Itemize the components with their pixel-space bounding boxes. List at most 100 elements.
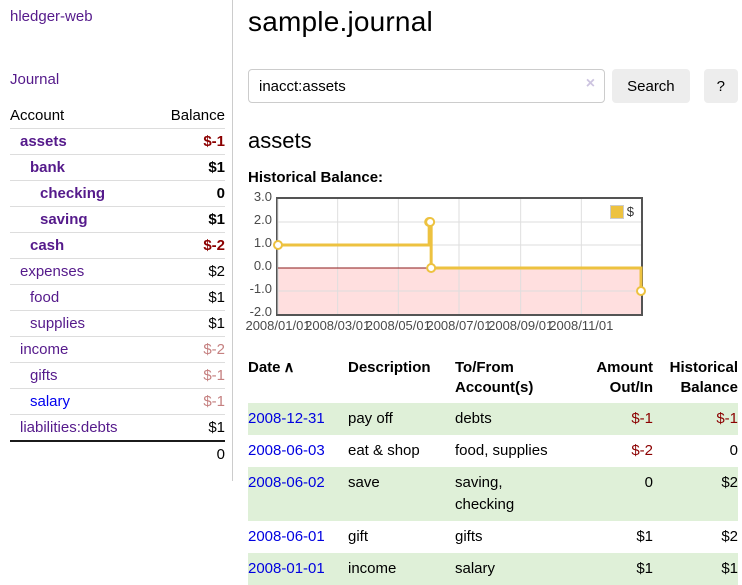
column-header-description: Description [348,359,431,376]
account-link-checking[interactable]: checking [40,185,106,202]
sort-by-date-link[interactable]: Date ∧ [248,359,295,376]
y-axis-tick-label: 1.0 [253,235,272,250]
column-header-amount: Amount Out/In [596,359,653,396]
account-link-saving[interactable]: saving [40,211,88,228]
page-title: sample.journal [248,6,433,37]
transaction-description: save [348,474,380,491]
transaction-date-cell: 2008-06-02 [248,467,348,521]
y-axis-tick-label: 2.0 [253,212,272,227]
date-header-label: Date [248,359,281,376]
transaction-row: 2008-06-03 eat & shop food, supplies $-2 0 [248,435,738,467]
account-name-cell: food [10,284,153,311]
x-axis-tick-label: 2008/09/01 [488,318,554,333]
transaction-accounts: debts [455,410,492,427]
account-row: liabilities:debts $1 [10,414,225,441]
transaction-date-link[interactable]: 2008-12-31 [248,410,325,427]
account-column-header: Account [10,107,65,124]
account-row: income $-2 [10,336,225,363]
balance-column-header: Balance [170,107,225,124]
total-spacer [10,440,153,467]
account-heading: assets [248,128,312,153]
transaction-date-link[interactable]: 2008-06-02 [248,474,325,491]
account-link-food[interactable]: food [30,289,60,306]
account-link-liabilities-debts[interactable]: liabilities:debts [20,419,118,436]
x-axis-tick-label: 2008/11/01 [549,318,614,333]
transaction-date-cell: 2008-06-01 [248,521,348,553]
account-name-cell: expenses [10,258,153,285]
transaction-date-link[interactable]: 2008-06-03 [248,442,325,459]
account-row: expenses $2 [10,258,225,285]
account-name-cell: supplies [10,310,153,337]
transaction-date-link[interactable]: 2008-01-01 [248,560,325,577]
account-name-cell: income [10,336,153,363]
account-name-cell: liabilities:debts [10,414,153,441]
account-link-cash[interactable]: cash [30,237,65,254]
x-axis-tick-label: 2008/05/01 [365,318,431,333]
account-row: gifts $-1 [10,362,225,389]
account-name-cell: salary [10,388,153,415]
account-link-salary[interactable]: salary [30,393,71,410]
transaction-description: income [348,560,397,577]
legend-label: $ [626,204,634,219]
clear-search-icon[interactable]: × [585,75,596,92]
account-name-cell: checking [10,180,153,207]
account-balance: $-1 [152,128,225,155]
account-balance: $1 [152,284,225,311]
transaction-date-cell: 2008-12-31 [248,403,348,435]
account-balance: $1 [152,310,225,337]
account-row: food $1 [10,284,225,311]
account-link-gifts[interactable]: gifts [30,367,58,384]
transaction-balance: $-1 [716,410,738,427]
chart-title: Historical Balance: [248,169,384,186]
account-balance: 0 [152,180,225,207]
sidebar-item-journal[interactable]: Journal [10,71,60,88]
account-row: checking 0 [10,180,225,207]
app-title-link[interactable]: hledger-web [10,8,93,25]
account-link-supplies[interactable]: supplies [30,315,86,332]
account-balance: $1 [152,206,225,233]
accounts-balance-table: Account Balance assets $-1 bank $1 checking 0… [10,103,225,467]
y-axis-tick-label: 3.0 [253,189,272,204]
transaction-accounts: salary [455,560,496,577]
accounts-total-row: 0 [10,440,225,467]
help-button[interactable]: ? [703,69,738,103]
search-input[interactable] [248,69,606,103]
account-name-cell: saving [10,206,153,233]
total-balance: 0 [152,440,225,467]
account-balance: $-1 [152,362,225,389]
account-balance: $-2 [152,336,225,363]
y-axis-tick-label: -2.0 [249,304,272,319]
search-input-wrap: × [248,69,606,103]
account-balance: $-2 [152,232,225,259]
x-axis-tick-label: 2008/07/01 [426,318,492,333]
transaction-date-cell: 2008-01-01 [248,553,348,585]
search-form: × Search ? [248,69,738,103]
accounts-header-row: Account Balance [10,103,225,129]
transaction-balance: $2 [721,474,738,491]
transaction-row: 2008-12-31 pay off debts $-1 $-1 [248,403,738,435]
transaction-amount: $1 [636,528,653,545]
account-balance: $2 [152,258,225,285]
account-name-cell: bank [10,154,153,181]
transaction-description: pay off [348,410,393,427]
transaction-row: 2008-06-01 gift gifts $1 $2 [248,521,738,553]
account-balance: $1 [152,414,225,441]
account-link-expenses[interactable]: expenses [20,263,85,280]
y-axis-tick-label: 0.0 [253,258,272,273]
account-name-cell: gifts [10,362,153,389]
transaction-amount: 0 [644,474,653,491]
transaction-amount: $-1 [631,410,653,427]
account-link-bank[interactable]: bank [30,159,66,176]
transaction-date-link[interactable]: 2008-06-01 [248,528,325,545]
account-balance: $-1 [152,388,225,415]
account-link-income[interactable]: income [20,341,69,358]
account-row: salary $-1 [10,388,225,415]
transaction-amount: $1 [636,560,653,577]
chart-plot-area: $ [273,197,646,316]
transaction-description: eat & shop [348,442,420,459]
transaction-accounts: food, supplies [455,442,548,459]
account-row: bank $1 [10,154,225,181]
account-link-assets[interactable]: assets [20,133,67,150]
account-row: assets $-1 [10,128,225,155]
search-button[interactable]: Search [612,69,690,103]
